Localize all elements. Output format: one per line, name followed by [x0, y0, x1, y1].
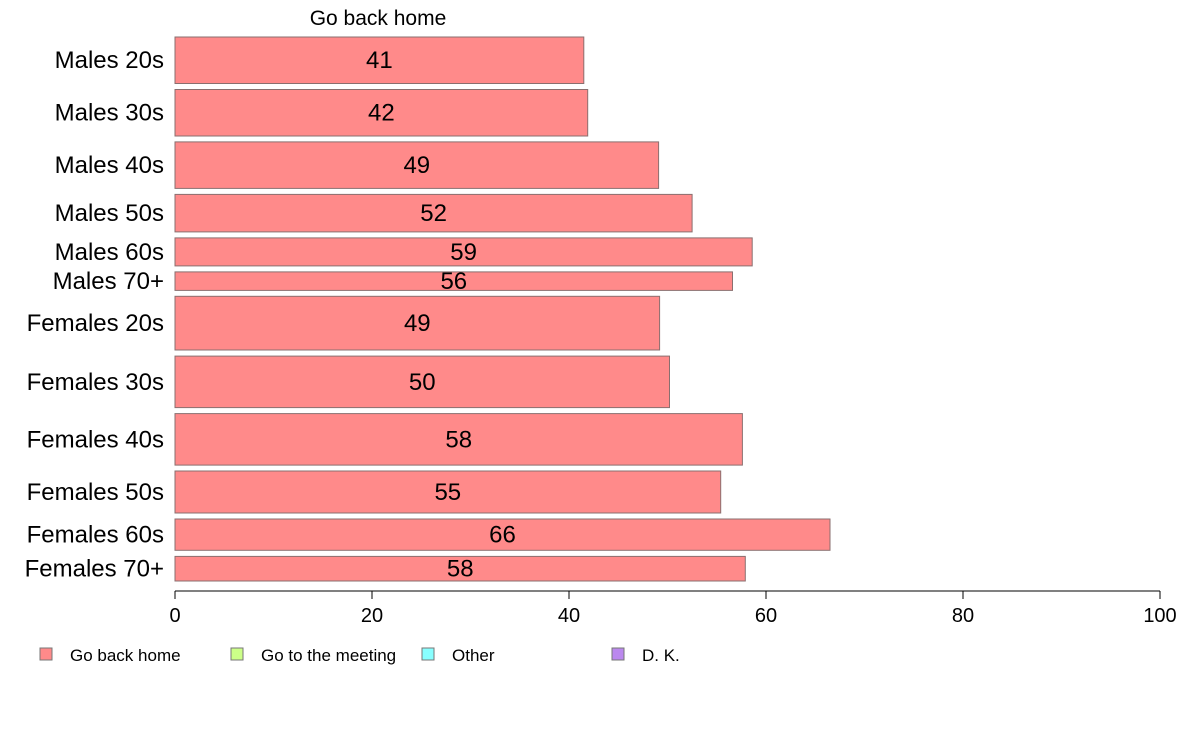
x-tick-label: 20 [361, 605, 383, 627]
bar-group: Males 20s 41 Males 30s 42 Males 40s 49 Males 5… [25, 36, 831, 583]
x-tick-label: 100 [1143, 605, 1176, 627]
data-label: 59 [450, 239, 477, 266]
bar [174, 237, 753, 267]
data-label: 41 [366, 47, 393, 74]
legend-label: Other [452, 646, 495, 665]
data-label: 58 [445, 426, 472, 453]
bar [174, 413, 743, 466]
data-label: 56 [440, 268, 467, 295]
category-label: Females 50s [27, 479, 164, 506]
category-label: Females 30s [27, 369, 164, 396]
x-axis: 0 20 40 60 80 100 [169, 590, 1177, 627]
category-label: Males 50s [55, 200, 164, 227]
legend-label: Go to the meeting [261, 646, 396, 665]
x-tick-label: 0 [169, 605, 180, 627]
category-label: Males 30s [55, 100, 164, 127]
x-tick-label: 80 [952, 605, 974, 627]
x-tick-label: 40 [558, 605, 580, 627]
data-label: 55 [434, 479, 461, 506]
category-label: Females 60s [27, 522, 164, 549]
data-label: 42 [368, 100, 395, 127]
legend-label: Go back home [70, 646, 181, 665]
category-label: Males 20s [55, 47, 164, 74]
category-label: Females 20s [27, 310, 164, 337]
bar [174, 555, 746, 582]
legend-label: D. K. [642, 646, 680, 665]
bar [174, 295, 661, 351]
bar [174, 193, 693, 233]
column-header: Go back home [310, 7, 447, 30]
legend-swatch [230, 647, 244, 661]
data-label: 49 [403, 152, 430, 179]
data-label: 66 [489, 522, 516, 549]
bar [174, 141, 660, 189]
bar [174, 518, 831, 551]
category-label: Females 40s [27, 426, 164, 453]
data-label: 52 [420, 200, 447, 227]
legend-swatch [611, 647, 625, 661]
bar [174, 36, 585, 84]
data-label: 50 [409, 369, 436, 396]
category-label: Females 70+ [25, 556, 164, 583]
bar [174, 271, 733, 291]
bar [174, 470, 722, 514]
legend: Go back home Go to the meeting Other D. K. [39, 646, 680, 665]
bar [174, 89, 589, 137]
data-label: 58 [447, 556, 474, 583]
legend-swatch [421, 647, 435, 661]
category-label: Males 40s [55, 152, 164, 179]
category-label: Males 60s [55, 239, 164, 266]
data-label: 49 [404, 310, 431, 337]
x-tick-label: 60 [755, 605, 777, 627]
legend-swatch [39, 647, 53, 661]
bar [174, 355, 670, 409]
category-label: Males 70+ [53, 268, 164, 295]
